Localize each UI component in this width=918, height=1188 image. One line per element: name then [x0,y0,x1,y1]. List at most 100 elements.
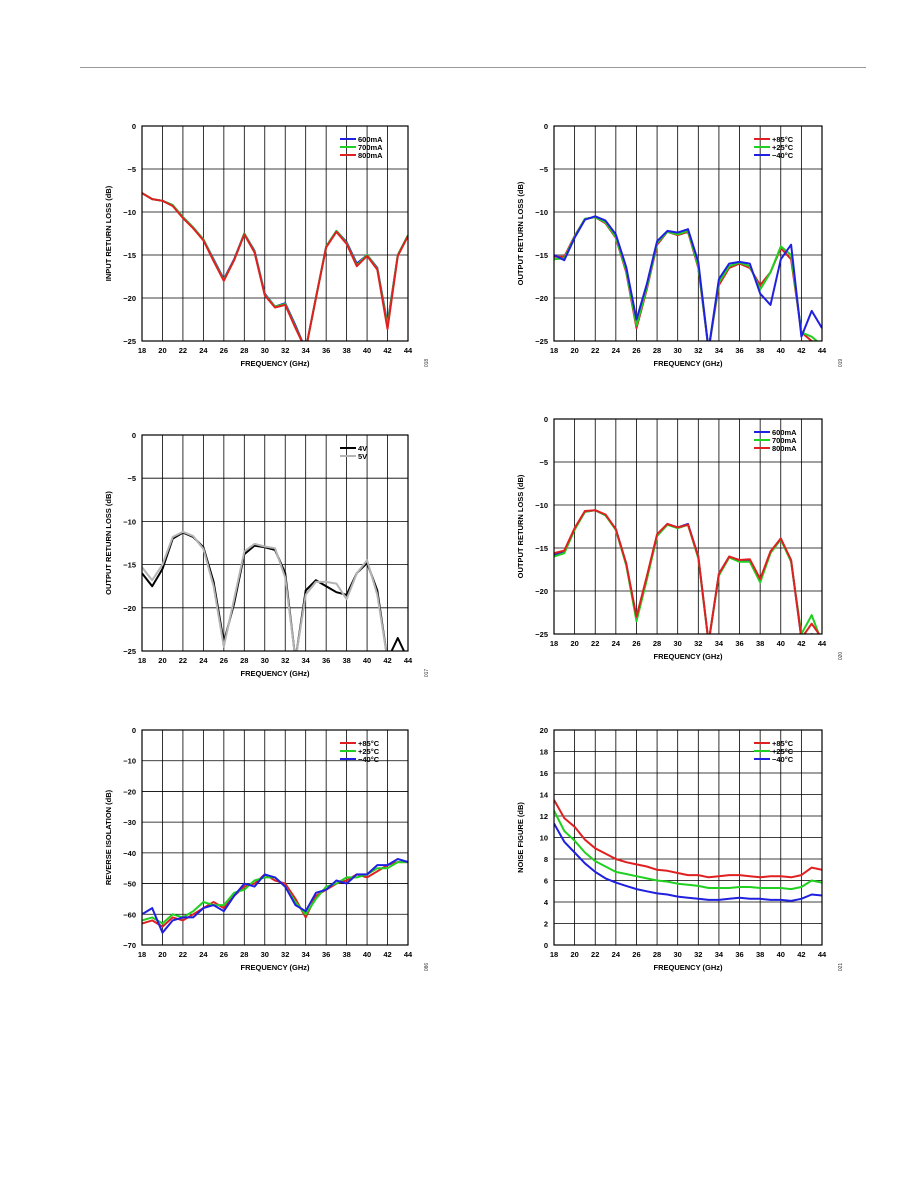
y-tick-label: −5 [539,458,548,467]
legend-label: 700mA [358,143,383,152]
figure-id: 021 [838,963,844,972]
x-tick-label: 32 [694,346,702,355]
y-tick-label: 8 [544,855,548,864]
legend-label: +25°C [772,143,794,152]
x-tick-label: 40 [363,950,371,959]
x-tick-label: 42 [797,950,805,959]
y-tick-label: 0 [544,941,548,950]
x-tick-label: 36 [322,346,330,355]
x-tick-label: 30 [261,346,269,355]
x-tick-label: 18 [550,346,558,355]
y-tick-label: 0 [132,122,136,131]
y-tick-label: 2 [544,920,548,929]
y-tick-label: −15 [123,561,136,570]
x-tick-label: 22 [179,950,187,959]
x-tick-label: 18 [138,346,146,355]
x-tick-label: 42 [383,950,391,959]
y-tick-label: −15 [123,251,136,260]
x-tick-label: 18 [550,639,558,648]
y-tick-label: −10 [123,208,136,217]
y-axis-label: OUTPUT RETURN LOSS (dB) [516,474,525,578]
legend-label: +25°C [358,747,380,756]
x-tick-label: 20 [570,950,578,959]
x-tick-label: 42 [797,639,805,648]
y-tick-label: 14 [540,791,549,800]
legend-label: 5V [358,452,367,461]
y-tick-label: 18 [540,748,548,757]
x-tick-label: 22 [591,950,599,959]
x-tick-label: 42 [383,346,391,355]
x-tick-label: 40 [777,639,785,648]
x-tick-label: 20 [158,656,166,665]
x-tick-label: 40 [777,950,785,959]
x-tick-label: 32 [694,639,702,648]
x-axis-label: FREQUENCY (GHz) [240,359,310,368]
x-tick-label: 18 [138,950,146,959]
series-line [554,509,820,634]
figure-id: 019 [838,359,844,368]
legend-label: 700mA [772,436,797,445]
x-tick-label: 40 [363,656,371,665]
x-axis-label: FREQUENCY (GHz) [240,669,310,678]
x-tick-label: 36 [322,950,330,959]
legend-label: +85°C [772,739,794,748]
legend-label: +85°C [358,739,380,748]
chart-5: 18 20 22 24 26 28 30 32 34 36 38 40 42 44 0 −10 −20 −30 −4… [104,726,430,972]
x-tick-label: 32 [281,950,289,959]
x-tick-label: 28 [653,346,661,355]
x-tick-label: 26 [632,346,640,355]
x-tick-label: 32 [281,656,289,665]
chart-1: 18 20 22 24 26 28 30 32 34 36 38 40 42 44 0 −5 −10 −15 −20… [104,122,430,368]
y-axis-label: NOISE FIGURE (dB) [516,802,525,873]
x-axis-label: FREQUENCY (GHz) [653,652,723,661]
plot-frame [553,418,823,635]
legend: +85°C+25°C−40°C [340,739,380,764]
x-tick-label: 30 [261,950,269,959]
x-tick-label: 36 [735,639,743,648]
chart-6: 18 20 22 24 26 28 30 32 34 36 38 40 42 44024681012141… [516,726,844,972]
y-tick-label: −25 [123,337,136,346]
x-tick-label: 30 [674,346,682,355]
x-tick-label: 24 [612,950,621,959]
x-tick-label: 44 [404,950,413,959]
series-line [142,192,408,341]
y-tick-label: 4 [544,898,549,907]
plot-frame [553,729,823,946]
x-tick-label: 22 [179,346,187,355]
figure-id: 086 [424,963,430,972]
x-tick-label: 38 [342,346,350,355]
legend-label: 4V [358,444,367,453]
y-tick-label: −10 [535,208,548,217]
y-tick-label: −5 [127,165,136,174]
x-tick-label: 40 [777,346,785,355]
x-tick-label: 20 [158,346,166,355]
x-tick-label: 26 [220,656,228,665]
y-tick-label: −50 [123,880,136,889]
chart-3: 18 20 22 24 26 28 30 32 34 36 38 40 42 44 0 −5 −10 −15 −20… [104,431,430,678]
x-tick-label: 36 [735,346,743,355]
x-tick-label: 28 [240,950,248,959]
legend: +85°C+25°C−40°C [754,739,794,764]
y-tick-label: −20 [123,294,136,303]
x-tick-label: 30 [674,950,682,959]
series-line [554,810,822,891]
x-tick-label: 36 [322,656,330,665]
plot-frame [141,729,409,946]
legend-label: −40°C [772,151,794,160]
series-line [554,799,822,879]
y-tick-label: 0 [132,726,136,735]
x-tick-label: 20 [570,639,578,648]
x-tick-label: 18 [550,950,558,959]
series-line [142,530,388,651]
y-tick-label: −5 [127,474,136,483]
series-line [554,216,819,341]
legend-label: 600mA [358,135,383,144]
x-axis-label: FREQUENCY (GHz) [653,963,723,972]
y-tick-label: 20 [540,726,548,735]
legend-label: +25°C [772,747,794,756]
y-tick-label: −40 [123,849,136,858]
x-axis-label: FREQUENCY (GHz) [653,359,723,368]
legend-label: +85°C [772,135,794,144]
y-tick-label: 12 [540,812,548,821]
